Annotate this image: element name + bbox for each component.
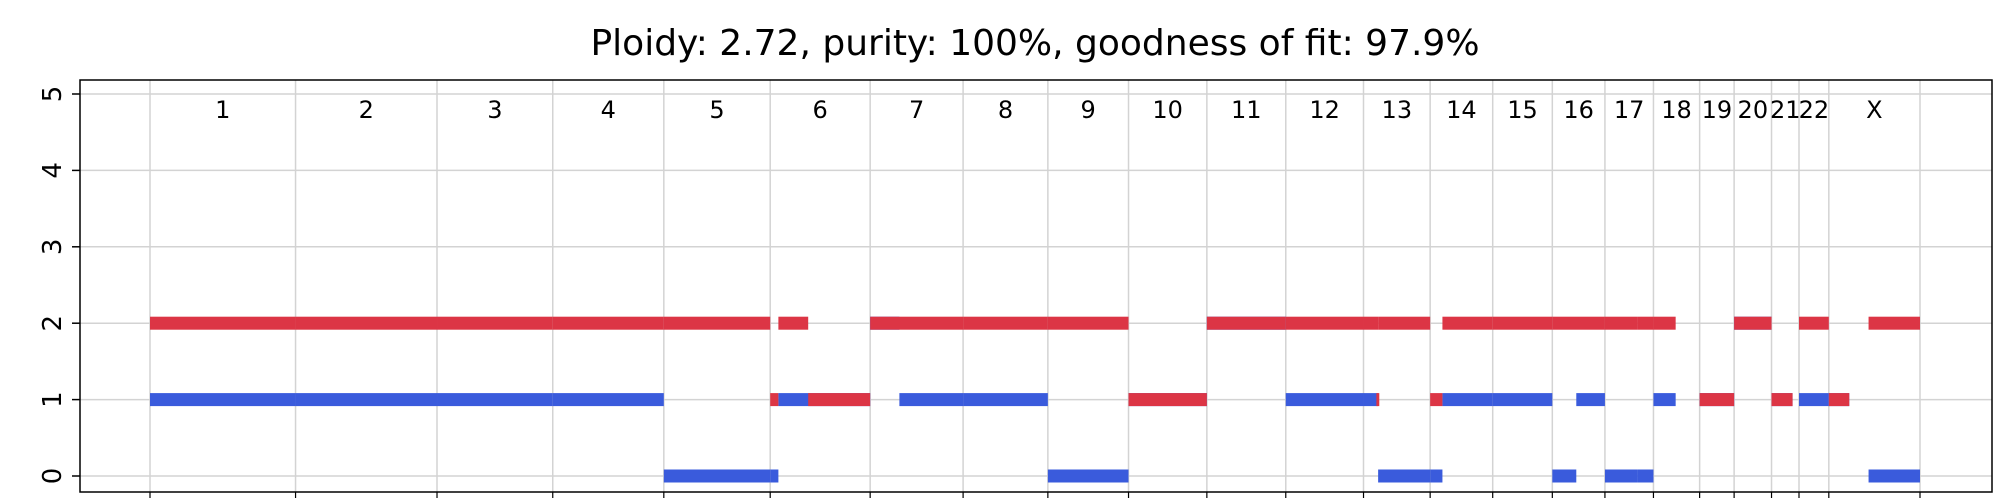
major-copy-number-segment (1576, 393, 1605, 407)
minor-copy-number-segment (437, 316, 553, 330)
minor-copy-number-segment (1653, 316, 1676, 330)
minor-copy-number-segment (1378, 316, 1431, 330)
chart-title: Ploidy: 2.72, purity: 100%, goodness of … (590, 23, 1479, 64)
ytick-label-4: 4 (38, 162, 68, 179)
minor-copy-number-segment (770, 393, 779, 407)
chromosome-label-7: 7 (909, 96, 924, 124)
minor-copy-number-segment (1206, 316, 1286, 330)
chromosome-label-12: 12 (1309, 96, 1340, 124)
major-copy-number-segment (1798, 393, 1829, 407)
grid-lines (80, 80, 1992, 498)
minor-copy-number-segment (1376, 393, 1380, 407)
ytick-label-2: 2 (38, 315, 68, 332)
chromosome-label-20: 20 (1738, 96, 1769, 124)
chromosome-label-5: 5 (709, 96, 724, 124)
major-copy-number-segment (1047, 469, 1129, 483)
minor-copy-number-segment (150, 316, 296, 330)
major-copy-number-segment (552, 393, 664, 407)
minor-copy-number-segment (1604, 316, 1638, 330)
ytick-label-3: 3 (38, 239, 68, 256)
minor-copy-number-segment (1637, 316, 1654, 330)
minor-copy-number-segment (1442, 316, 1493, 330)
chromosome-label-9: 9 (1081, 96, 1096, 124)
major-copy-number-segment (295, 393, 438, 407)
chromosome-label-2: 2 (359, 96, 374, 124)
chromosome-label-13: 13 (1382, 96, 1413, 124)
minor-copy-number-segment (1798, 316, 1829, 330)
major-copy-number-segment (1637, 469, 1654, 483)
major-copy-number-segment (1653, 393, 1676, 407)
chromosome-label-X: X (1866, 96, 1882, 124)
minor-copy-number-segment (1699, 393, 1735, 407)
major-copy-number-segment (1378, 469, 1431, 483)
chromosome-label-21: 21 (1770, 96, 1801, 124)
chromosome-label-19: 19 (1702, 96, 1733, 124)
major-copy-number-segment (770, 469, 779, 483)
major-copy-number-segment (1430, 469, 1443, 483)
major-copy-number-segment (1552, 469, 1577, 483)
chromosome-label-15: 15 (1507, 96, 1538, 124)
minor-copy-number-segment (1047, 316, 1129, 330)
ytick-label-0: 0 (38, 468, 68, 485)
minor-copy-number-segment (552, 316, 664, 330)
minor-copy-number-segment (295, 316, 438, 330)
major-copy-number-segment (1363, 393, 1379, 407)
chromosome-label-16: 16 (1563, 96, 1594, 124)
minor-copy-number-segment (1552, 316, 1605, 330)
chromosome-label-17: 17 (1614, 96, 1645, 124)
minor-copy-number-segment (963, 316, 1048, 330)
copy-number-segments (150, 316, 1920, 483)
minor-copy-number-segment (778, 316, 809, 330)
chromosome-label-18: 18 (1661, 96, 1692, 124)
minor-copy-number-segment (1771, 393, 1793, 407)
minor-copy-number-segment (808, 393, 871, 407)
major-copy-number-segment (963, 393, 1048, 407)
minor-copy-number-segment (663, 316, 771, 330)
minor-copy-number-segment (1128, 393, 1207, 407)
major-copy-number-segment (1604, 469, 1638, 483)
chromosome-label-14: 14 (1446, 96, 1477, 124)
chromosome-label-10: 10 (1152, 96, 1183, 124)
minor-copy-number-segment (1492, 316, 1553, 330)
major-copy-number-segment (1442, 393, 1493, 407)
major-copy-number-segment (899, 393, 964, 407)
major-copy-number-segment (663, 469, 771, 483)
minor-copy-number-segment (870, 316, 964, 330)
minor-copy-number-segment (1828, 393, 1850, 407)
minor-copy-number-segment (1363, 316, 1379, 330)
ytick-label-5: 5 (38, 86, 68, 103)
major-copy-number-segment (1868, 469, 1920, 483)
major-copy-number-segment (1492, 393, 1553, 407)
minor-copy-number-segment (1868, 316, 1920, 330)
chromosome-label-1: 1 (215, 96, 230, 124)
ytick-label-1: 1 (38, 391, 68, 408)
major-copy-number-segment (1285, 393, 1364, 407)
chromosome-label-8: 8 (998, 96, 1013, 124)
chromosome-label-4: 4 (601, 96, 616, 124)
chromosome-label-11: 11 (1231, 96, 1262, 124)
minor-copy-number-segment (1285, 316, 1364, 330)
major-copy-number-segment (437, 393, 553, 407)
minor-copy-number-segment (1734, 316, 1772, 330)
chromosome-label-3: 3 (487, 96, 502, 124)
chromosome-label-6: 6 (813, 96, 828, 124)
y-axis: 0 1 2 3 4 5 (38, 86, 80, 485)
plot-frame (79, 79, 1993, 493)
major-copy-number-segment (150, 393, 296, 407)
chromosome-label-22: 22 (1799, 96, 1830, 124)
minor-copy-number-segment (1430, 393, 1443, 407)
